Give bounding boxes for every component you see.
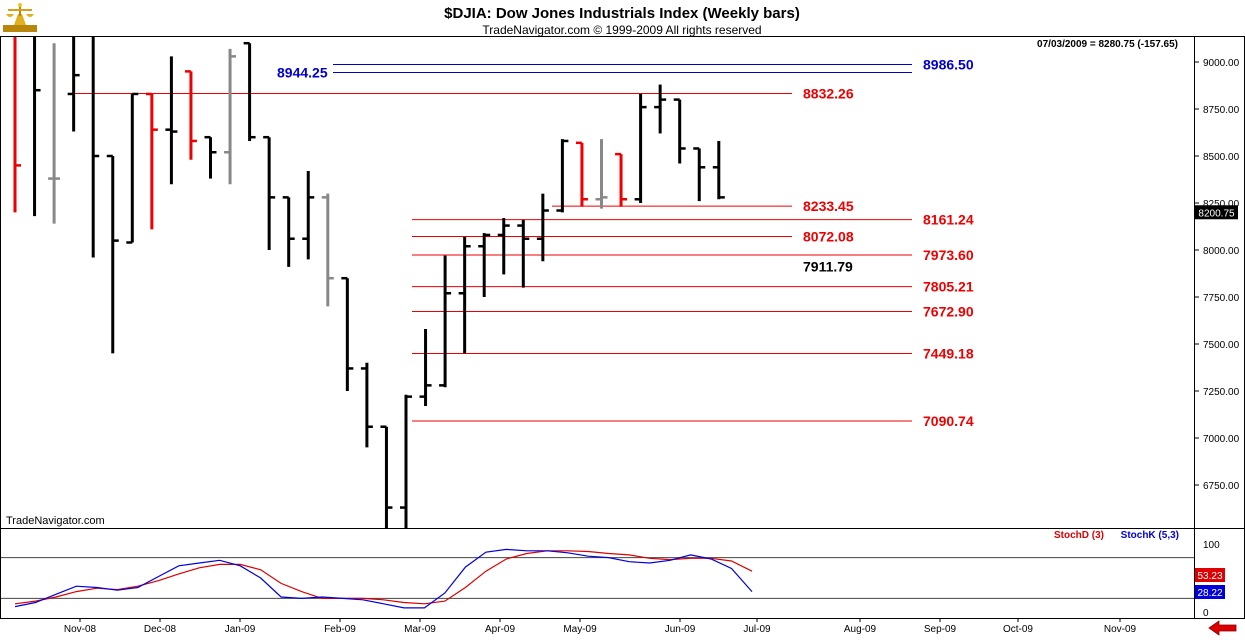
level-label: 7911.79 bbox=[803, 259, 853, 275]
x-tick-label: Apr-09 bbox=[485, 624, 515, 635]
stoch-tick-label: 100 bbox=[1203, 540, 1220, 551]
x-tick-label: May-09 bbox=[563, 624, 597, 635]
level-label: 7973.60 bbox=[923, 247, 974, 263]
last-price-box bbox=[1195, 205, 1238, 220]
status-readout: 07/03/2009 = 8280.75 (-157.65) bbox=[1037, 39, 1178, 50]
chart-title: $DJIA: Dow Jones Industrials Index (Week… bbox=[444, 5, 800, 22]
gold-scale-logo-icon[interactable] bbox=[3, 3, 37, 32]
x-tick-label: Dec-08 bbox=[144, 624, 177, 635]
stoch-series-line bbox=[14, 550, 753, 605]
last-price-label: 8200.75 bbox=[1198, 208, 1235, 219]
level-label: 8986.50 bbox=[923, 57, 974, 73]
price-tick-label: 8750.00 bbox=[1203, 105, 1240, 116]
left-arrow-icon[interactable] bbox=[1205, 620, 1240, 637]
level-label: 8944.25 bbox=[277, 64, 328, 80]
level-label: 7805.21 bbox=[923, 279, 974, 295]
x-tick-label: Jan-09 bbox=[225, 624, 256, 635]
stoch-panel-frame bbox=[0, 528, 1245, 619]
stoch-series-line bbox=[14, 548, 753, 609]
level-label: 8832.26 bbox=[803, 86, 854, 102]
x-tick-label: Jun-09 bbox=[665, 624, 696, 635]
stoch-last-box bbox=[1195, 585, 1225, 599]
level-label: 7090.74 bbox=[923, 413, 974, 429]
price-tick-label: 7250.00 bbox=[1203, 387, 1240, 398]
price-tick-label: 9000.00 bbox=[1203, 58, 1240, 69]
legend-stochk: StochK (5,3) bbox=[1121, 530, 1179, 541]
price-tick-label: 7750.00 bbox=[1203, 293, 1240, 304]
price-tick-label: 7000.00 bbox=[1203, 434, 1240, 445]
level-label: 8233.45 bbox=[803, 198, 854, 214]
price-tick-label: 6750.00 bbox=[1203, 481, 1240, 492]
stoch-tick-label: 0 bbox=[1203, 608, 1209, 619]
level-label: 8072.08 bbox=[803, 228, 854, 244]
x-tick-label: Aug-09 bbox=[844, 624, 877, 635]
watermark: TradeNavigator.com bbox=[6, 515, 105, 527]
price-tick-label: 8500.00 bbox=[1203, 152, 1240, 163]
x-tick-label: Mar-09 bbox=[404, 624, 436, 635]
chart-subtitle: TradeNavigator.com © 1999-2009 All right… bbox=[482, 23, 761, 37]
x-tick-label: Feb-09 bbox=[324, 624, 356, 635]
legend-stochd: StochD (3) bbox=[1054, 530, 1104, 541]
x-tick-label: Nov-09 bbox=[1104, 624, 1137, 635]
price-tick-label: 7500.00 bbox=[1203, 340, 1240, 351]
level-label: 7672.90 bbox=[923, 303, 974, 319]
stoch-last-label: 28.22 bbox=[1197, 588, 1222, 599]
x-tick-label: Jul-09 bbox=[743, 624, 771, 635]
level-label: 8161.24 bbox=[923, 212, 974, 228]
x-tick-label: Nov-08 bbox=[64, 624, 97, 635]
x-tick-label: Oct-09 bbox=[1003, 624, 1033, 635]
price-tick-label: 8250.00 bbox=[1203, 199, 1240, 210]
stoch-last-box bbox=[1195, 568, 1225, 582]
price-tick-label: 8000.00 bbox=[1203, 246, 1240, 257]
level-label: 7449.18 bbox=[923, 346, 974, 362]
price-panel-frame bbox=[0, 36, 1245, 529]
stoch-last-label: 53.23 bbox=[1197, 571, 1222, 582]
x-tick-label: Sep-09 bbox=[924, 624, 957, 635]
